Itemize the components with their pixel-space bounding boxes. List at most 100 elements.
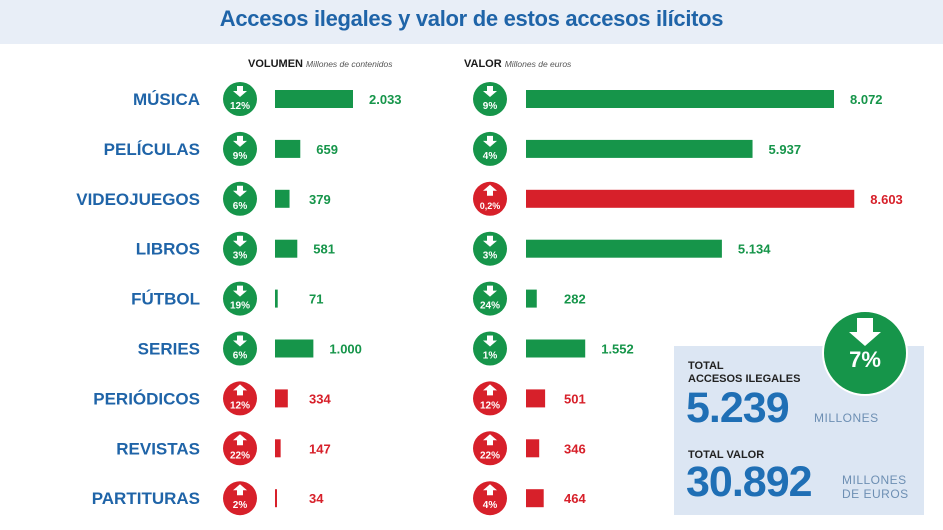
valor-change-badge-label: 22% bbox=[480, 450, 500, 461]
total-change-value: 7% bbox=[849, 347, 881, 372]
volumen-bar bbox=[275, 389, 288, 408]
volumen-change-badge-circle bbox=[223, 481, 257, 516]
volumen-change-badge-circle bbox=[223, 131, 257, 166]
arrow-up-icon bbox=[483, 484, 497, 496]
valor-bar bbox=[526, 90, 834, 108]
valor-value-label: 5.937 bbox=[769, 142, 802, 157]
category-label: PARTITURAS bbox=[92, 489, 200, 508]
valor-change-badge-label: 9% bbox=[483, 101, 498, 112]
volumen-value-label: 581 bbox=[313, 242, 335, 257]
valor-change-badge-label: 24% bbox=[480, 301, 500, 312]
valor-bar bbox=[526, 339, 586, 358]
total-accesos-label-1: TOTAL bbox=[688, 360, 724, 372]
arrow-down-icon bbox=[483, 235, 497, 247]
volumen-value-label: 334 bbox=[309, 391, 331, 406]
arrow-up-icon bbox=[233, 384, 247, 396]
volumen-change-badge-circle bbox=[223, 431, 257, 466]
total-valor-unit-2: DE EUROS bbox=[842, 487, 909, 501]
valor-change-badge-label: 4% bbox=[483, 151, 498, 162]
volumen-value-label: 2.033 bbox=[369, 92, 402, 107]
volumen-change-badge-circle bbox=[223, 181, 257, 216]
valor-bar bbox=[526, 189, 855, 208]
valor-value-label: 464 bbox=[564, 491, 586, 506]
arrow-up-icon bbox=[483, 184, 497, 196]
valor-change-badge-circle bbox=[473, 381, 507, 416]
category-label: MÚSICA bbox=[133, 90, 200, 109]
valor-header: VALOR Millones de euros bbox=[464, 58, 571, 70]
valor-bar bbox=[526, 139, 753, 158]
category-label: SERIES bbox=[138, 340, 200, 359]
volumen-change-badge-label: 12% bbox=[230, 101, 250, 112]
valor-bar bbox=[526, 489, 544, 508]
title-band bbox=[0, 0, 943, 44]
arrow-up-icon bbox=[483, 434, 497, 446]
volumen-change-badge-label: 12% bbox=[230, 400, 250, 411]
arrow-up-icon bbox=[233, 434, 247, 446]
valor-change-badge-circle bbox=[473, 281, 507, 316]
valor-change-badge-label: 12% bbox=[480, 400, 500, 411]
volumen-change-badge-label: 2% bbox=[233, 500, 248, 511]
volumen-unit: Millones de contenidos bbox=[306, 59, 393, 69]
total-valor-label: TOTAL VALOR bbox=[688, 449, 765, 461]
chart-title: Accesos ilegales y valor de estos acceso… bbox=[219, 6, 724, 31]
volumen-bar bbox=[275, 289, 278, 308]
valor-value-label: 5.134 bbox=[738, 242, 771, 257]
category-label: PELÍCULAS bbox=[104, 140, 200, 159]
arrow-down-icon bbox=[483, 285, 497, 297]
volumen-bar bbox=[275, 489, 277, 508]
valor-change-badge-circle bbox=[473, 431, 507, 466]
volumen-change-badge-circle bbox=[223, 381, 257, 416]
category-label: FÚTBOL bbox=[131, 290, 200, 309]
valor-change-badge-label: 3% bbox=[483, 251, 498, 262]
valor-value-label: 1.552 bbox=[601, 342, 634, 357]
arrow-down-icon bbox=[233, 335, 247, 347]
total-accesos-value: 5.239 bbox=[686, 384, 790, 432]
valor-change-badge-circle bbox=[473, 331, 507, 366]
arrow-down-icon bbox=[233, 135, 247, 147]
valor-bar bbox=[526, 439, 540, 458]
valor-value-label: 8.072 bbox=[850, 92, 883, 107]
volumen-change-badge-label: 6% bbox=[233, 351, 248, 362]
valor-change-badge-circle bbox=[473, 131, 507, 166]
category-label: REVISTAS bbox=[116, 439, 200, 458]
valor-value-label: 282 bbox=[564, 292, 586, 307]
valor-change-badge-label: 0,2% bbox=[480, 201, 501, 211]
arrow-down-icon bbox=[233, 86, 247, 97]
total-valor-value: 30.892 bbox=[686, 458, 813, 506]
valor-change-badge-circle bbox=[473, 481, 507, 516]
volumen-change-badge-label: 3% bbox=[233, 251, 248, 262]
arrow-down-icon bbox=[483, 335, 497, 347]
volumen-value-label: 34 bbox=[309, 491, 324, 506]
total-accesos-label-2: ACCESOS ILEGALES bbox=[688, 373, 801, 385]
valor-unit: Millones de euros bbox=[504, 59, 572, 69]
volumen-change-badge-circle bbox=[223, 82, 257, 116]
volumen-header-label: VOLUMEN bbox=[248, 58, 303, 70]
arrow-down-icon bbox=[233, 285, 247, 297]
volumen-header: VOLUMEN Millones de contenidos bbox=[248, 58, 392, 70]
valor-change-badge-circle bbox=[473, 82, 507, 116]
volumen-change-badge-label: 22% bbox=[230, 450, 250, 461]
category-label: VIDEOJUEGOS bbox=[76, 190, 200, 209]
total-accesos-unit: MILLONES bbox=[814, 411, 879, 425]
arrow-down-icon bbox=[233, 185, 247, 197]
volumen-change-badge-circle bbox=[223, 331, 257, 366]
valor-bar bbox=[526, 389, 546, 408]
volumen-value-label: 1.000 bbox=[329, 342, 362, 357]
valor-change-badge-circle bbox=[473, 181, 507, 216]
volumen-bar bbox=[275, 189, 290, 208]
valor-bar bbox=[526, 289, 537, 308]
volumen-bar bbox=[275, 90, 353, 108]
arrow-down-icon bbox=[233, 235, 247, 247]
arrow-down-icon bbox=[483, 86, 497, 97]
volumen-change-badge-circle bbox=[223, 231, 257, 266]
category-label: PERIÓDICOS bbox=[93, 389, 200, 408]
valor-change-badge-label: 1% bbox=[483, 351, 498, 362]
arrow-up-icon bbox=[483, 384, 497, 396]
valor-change-badge-label: 4% bbox=[483, 500, 498, 511]
volumen-value-label: 147 bbox=[309, 441, 331, 456]
volumen-change-badge-circle bbox=[223, 281, 257, 316]
volumen-value-label: 379 bbox=[309, 192, 331, 207]
volumen-value-label: 71 bbox=[309, 292, 323, 307]
volumen-bar bbox=[275, 339, 314, 358]
